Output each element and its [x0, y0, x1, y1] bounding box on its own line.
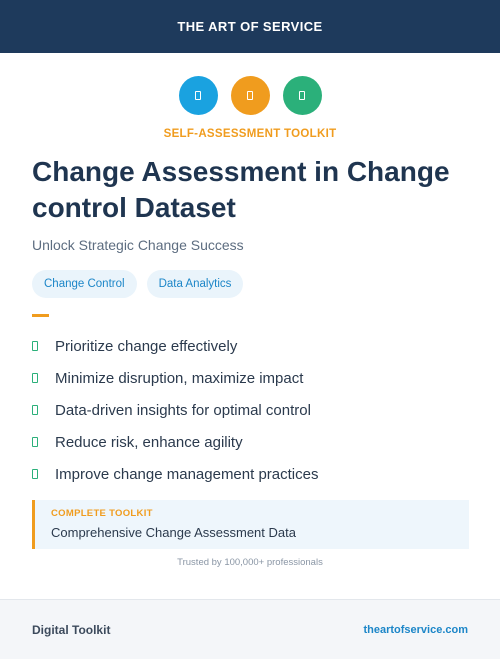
list-item: Improve change management practices	[32, 458, 472, 490]
section-divider	[32, 314, 49, 317]
feature-text: Prioritize change effectively	[55, 337, 238, 355]
tag-list: Change Control Data Analytics	[32, 270, 244, 298]
toolkit-kicker: SELF-ASSESSMENT TOOLKIT	[163, 128, 337, 140]
complete-toolkit-callout: COMPLETE TOOLKIT Comprehensive Change As…	[32, 500, 469, 549]
green-doc-icon	[282, 76, 322, 115]
page-subtitle: Unlock Strategic Change Success	[32, 237, 244, 253]
trust-note: Trusted by 100,000+ professionals	[177, 557, 323, 568]
feature-text: Improve change management practices	[55, 465, 319, 483]
list-item: Data-driven insights for optimal control	[32, 394, 472, 426]
tag-data-analytics: Data Analytics	[146, 270, 244, 298]
footer-bar: Digital Toolkit theartofservice.com	[0, 599, 500, 659]
list-item: Prioritize change effectively	[32, 330, 472, 362]
orange-doc-icon	[230, 76, 270, 115]
feature-text: Data-driven insights for optimal control	[55, 401, 311, 419]
tag-change-control: Change Control	[32, 270, 137, 298]
callout-description: Comprehensive Change Assessment Data	[51, 525, 296, 540]
list-item: Reduce risk, enhance agility	[32, 426, 472, 458]
header-bar: THE ART OF SERVICE	[0, 0, 500, 53]
page-title: Change Assessment in Change control Data…	[32, 156, 450, 223]
website-link[interactable]: theartofservice.com	[363, 623, 468, 636]
check-icon	[32, 437, 38, 447]
footer-label: Digital Toolkit	[32, 622, 111, 637]
check-icon	[32, 373, 38, 383]
callout-label: COMPLETE TOOLKIT	[51, 508, 153, 519]
brand-name: THE ART OF SERVICE	[177, 19, 323, 34]
check-icon	[32, 469, 38, 479]
check-icon	[32, 341, 38, 351]
blue-doc-icon	[178, 76, 218, 115]
feature-text: Minimize disruption, maximize impact	[55, 369, 304, 387]
list-item: Minimize disruption, maximize impact	[32, 362, 472, 394]
feature-list: Prioritize change effectively Minimize d…	[32, 330, 472, 490]
feature-text: Reduce risk, enhance agility	[55, 433, 243, 451]
icon-row	[0, 76, 500, 115]
check-icon	[32, 405, 38, 415]
